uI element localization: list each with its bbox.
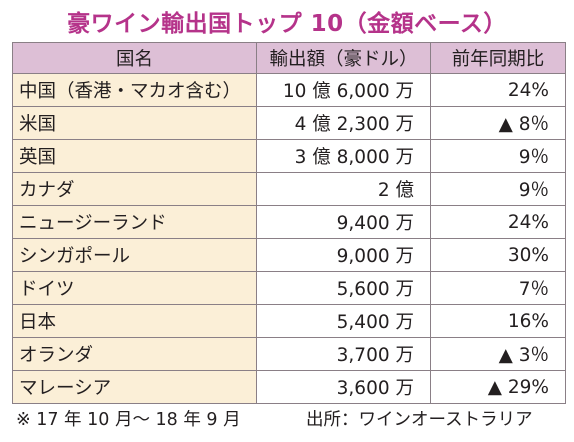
change-cell: 24% xyxy=(430,73,566,107)
table-row: マレーシア 3,600 万 ▲ 29% xyxy=(12,370,566,404)
table-row: 中国（香港・マカオ含む） 10 億 6,000 万 24% xyxy=(12,73,566,107)
table-header-row: 国名 輸出額（豪ドル） 前年同期比 xyxy=(12,42,566,74)
header-amount: 輸出額（豪ドル） xyxy=(256,42,431,74)
change-cell: ▲ 3％ xyxy=(430,337,566,371)
country-cell: オランダ xyxy=(12,337,257,371)
header-change: 前年同期比 xyxy=(430,42,566,74)
change-cell: 9％ xyxy=(430,172,566,206)
change-cell: ▲ 8％ xyxy=(430,106,566,140)
table-row: ニュージーランド 9,400 万 24% xyxy=(12,205,566,239)
country-cell: 日本 xyxy=(12,304,257,338)
change-cell: 9％ xyxy=(430,139,566,173)
country-cell: ドイツ xyxy=(12,271,257,305)
table-row: ドイツ 5,600 万 7％ xyxy=(12,271,566,305)
amount-cell: 5,400 万 xyxy=(256,304,431,338)
amount-cell: 10 億 6,000 万 xyxy=(256,73,431,107)
amount-cell: 3 億 8,000 万 xyxy=(256,139,431,173)
export-table: 国名 輸出額（豪ドル） 前年同期比 中国（香港・マカオ含む） 10 億 6,00… xyxy=(12,42,566,404)
table-row: 米国 4 億 2,300 万 ▲ 8％ xyxy=(12,106,566,140)
amount-cell: 4 億 2,300 万 xyxy=(256,106,431,140)
amount-cell: 9,400 万 xyxy=(256,205,431,239)
country-cell: 米国 xyxy=(12,106,257,140)
amount-cell: 3,700 万 xyxy=(256,337,431,371)
country-cell: シンガポール xyxy=(12,238,257,272)
amount-cell: 3,600 万 xyxy=(256,370,431,404)
change-cell: 30% xyxy=(430,238,566,272)
header-country: 国名 xyxy=(12,42,257,74)
amount-cell: 5,600 万 xyxy=(256,271,431,305)
table-row: オランダ 3,700 万 ▲ 3％ xyxy=(12,337,566,371)
figure-title: 豪ワイン輸出国トップ 10（金額ベース） xyxy=(67,11,507,37)
country-cell: マレーシア xyxy=(12,370,257,404)
country-cell: 中国（香港・マカオ含む） xyxy=(12,73,257,107)
table-row: 英国 3 億 8,000 万 9％ xyxy=(12,139,566,173)
change-cell: ▲ 29% xyxy=(430,370,566,404)
change-cell: 16% xyxy=(430,304,566,338)
table-row: シンガポール 9,000 万 30% xyxy=(12,238,566,272)
amount-cell: 2 億 xyxy=(256,172,431,206)
country-cell: カナダ xyxy=(12,172,257,206)
change-cell: 24% xyxy=(430,205,566,239)
country-cell: ニュージーランド xyxy=(12,205,257,239)
source-note: 出所：ワインオーストラリア xyxy=(306,410,533,430)
change-cell: 7％ xyxy=(430,271,566,305)
country-cell: 英国 xyxy=(12,139,257,173)
amount-cell: 9,000 万 xyxy=(256,238,431,272)
table-row: 日本 5,400 万 16% xyxy=(12,304,566,338)
table-row: カナダ 2 億 9％ xyxy=(12,172,566,206)
period-note: ※ 17 年 10 月〜 18 年 9 月 xyxy=(16,410,241,430)
